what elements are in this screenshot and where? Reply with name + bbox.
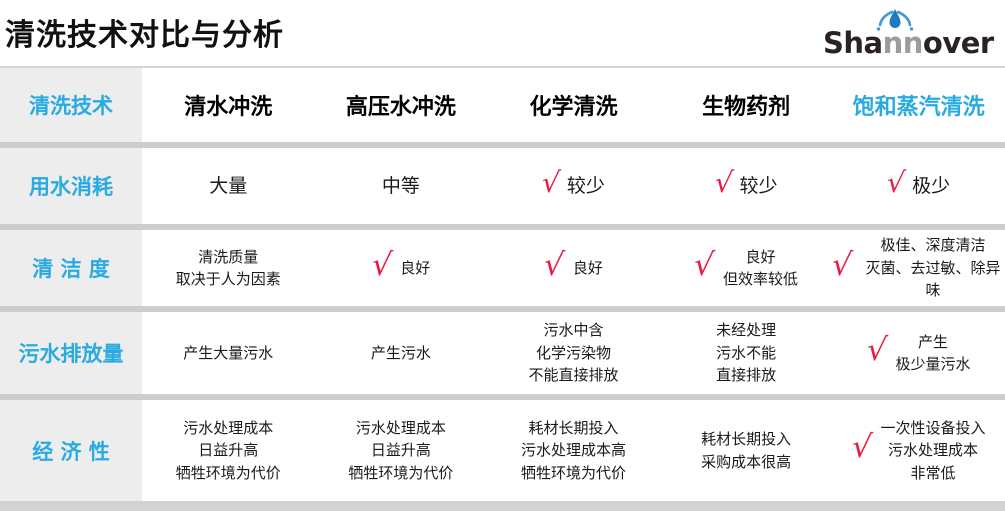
row-divider [0,306,1005,312]
corner-label: 清洗技术 [29,94,113,118]
row-cleanliness: 清 洁 度 清洗质量 取决于人为因素 √ 良好 √ 良好 √ 良好 但效率较低 √ 极佳… [0,230,1005,306]
column-header-saturated-steam: 饱和蒸汽清洗 [852,95,985,120]
logo-text-mid: nn [882,26,924,60]
table-cell: 耗材长期投入 污水处理成本高 牺牲环境为代价 [520,418,626,482]
table-cell: 大量 [209,174,248,197]
table-cell: √ 极佳、深度清洁 灭菌、去过敏、除异味 [830,236,1001,300]
row-divider [0,394,1005,400]
column-header-biological: 生物药剂 [702,95,791,120]
row-label: 用水消耗 [0,148,142,224]
check-icon: √ [540,166,562,199]
logo-text-end: over [922,26,994,60]
table-cell: √ 产生 极少量污水 [864,331,971,374]
check-icon: √ [885,166,907,199]
check-icon: √ [542,246,566,283]
table-cell: √ 较少 [712,166,778,199]
table-cell: 未经处理 污水不能 直接排放 [716,321,777,385]
logo-text-start: Sha [823,26,883,60]
bottom-bar [0,501,1005,511]
fountain-icon [876,9,914,31]
table-cell: 耗材长期投入 采购成本很高 [701,430,792,471]
check-icon: √ [369,246,394,283]
check-icon: √ [864,331,889,368]
table-cell: √ 极少 [885,166,951,199]
table-cell: 产生污水 [370,343,431,362]
table-cell: √ 较少 [540,166,605,199]
logo-wordmark: Shannover [823,26,994,60]
row-label: 清 洁 度 [0,230,142,306]
table-cell: 污水处理成本 日益升高 牺牲环境为代价 [348,418,454,482]
check-icon: √ [692,246,716,283]
top-bar: 清洗技术对比与分析 Shannover [0,0,1005,68]
column-header-chemical: 化学清洗 [529,95,618,120]
table-cell: √ 良好 但效率较低 [692,246,798,289]
table-cell: 污水处理成本 日益升高 牺牲环境为代价 [175,418,281,482]
table-header-row: 清洗技术 清水冲洗 高压水冲洗 化学清洗 生物药剂 饱和蒸汽清洗 [0,68,1005,142]
row-economy: 经 济 性 污水处理成本 日益升高 牺牲环境为代价 污水处理成本 日益升高 牺牲… [0,400,1005,501]
row-water-consumption: 用水消耗 大量 中等 √ 较少 √ 较少 √ 极少 [0,148,1005,224]
column-header-clear-water: 清水冲洗 [184,95,273,120]
row-sewage-discharge: 污水排放量 产生大量污水 产生污水 污水中含 化学污染物 不能直接排放 未经处理… [0,312,1005,394]
row-divider [0,142,1005,148]
row-label: 经 济 性 [0,400,142,501]
column-header-high-pressure: 高压水冲洗 [345,95,456,120]
table-cell: 污水中含 化学污染物 不能直接排放 [528,321,619,385]
table-cell: 中等 [381,174,420,197]
table-cell: √ 一次性设备投入 污水处理成本 非常低 [849,418,986,482]
brand-logo: Shannover [823,9,994,60]
row-divider [0,224,1005,230]
corner-cell: 清洗技术 [0,68,142,142]
table-cell: 清洗质量 取决于人为因素 [175,247,281,289]
table-cell: √ 良好 [542,246,603,283]
check-icon: √ [830,246,855,283]
row-label: 污水排放量 [0,312,142,394]
table-cell: √ 良好 [369,246,431,283]
table-cell: 产生大量污水 [183,343,274,362]
page-title: 清洗技术对比与分析 [5,18,284,53]
check-icon: √ [849,429,874,465]
check-icon: √ [712,166,735,199]
